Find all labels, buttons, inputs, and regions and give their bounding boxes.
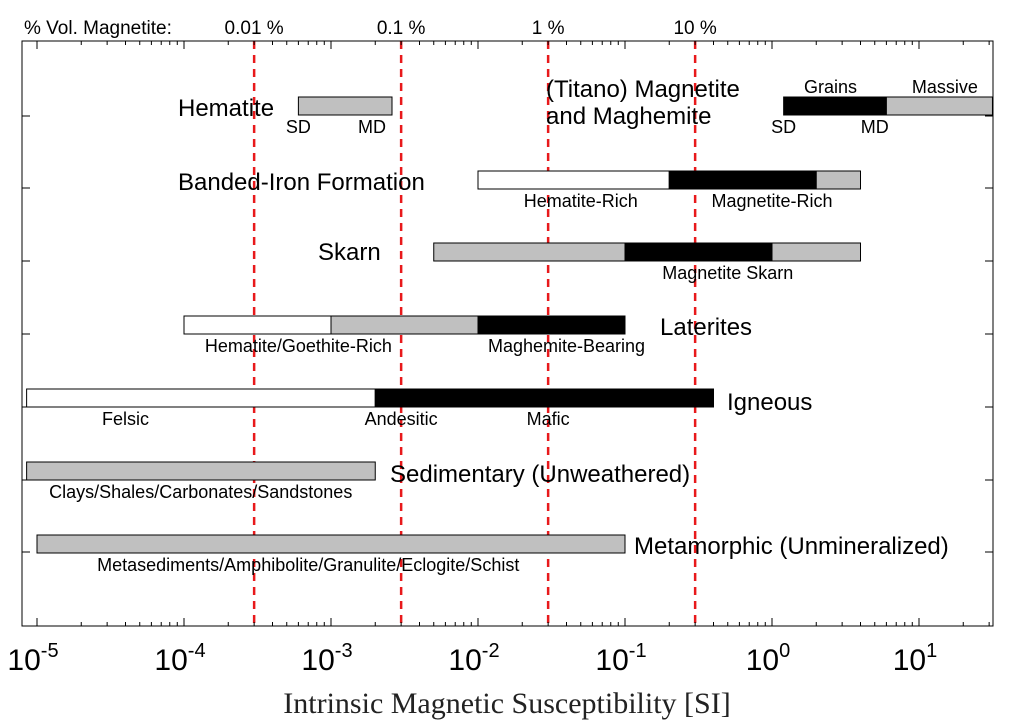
top-tick-label: 1 % (532, 18, 565, 39)
range-bar-segment (36, 534, 626, 554)
x-tick-label: 101 (893, 640, 938, 677)
range-bars (26, 96, 993, 554)
range-bar-segment (477, 170, 670, 190)
x-tick-label: 10-4 (154, 640, 205, 677)
segment-label: Grains (804, 77, 857, 97)
y-ticks (22, 115, 993, 553)
segment-label: Massive (912, 77, 978, 97)
segment-label: Hematite/Goethite-Rich (205, 336, 392, 356)
row-title: (Titano) Magnetite (546, 76, 740, 103)
segment-label: Felsic (102, 409, 149, 429)
range-bar-segment (26, 461, 376, 481)
segment-label: Mafic (527, 409, 570, 429)
range-bar-segment (771, 242, 862, 262)
row-title: Banded-Iron Formation (178, 169, 425, 196)
row-title: Skarn (318, 239, 381, 266)
range-bar-segment (477, 315, 626, 335)
top-tick-label: 0.1 % (377, 18, 426, 39)
x-tick-label: 10-5 (7, 640, 58, 677)
x-axis: 10-5 10-4 10-3 10-2 10-1 100 101 (7, 41, 990, 677)
segment-label: Maghemite-Bearing (488, 336, 645, 356)
segment-label: MD (861, 117, 889, 137)
segment-label: Magnetite-Rich (711, 191, 832, 211)
row-title: and Maghemite (546, 103, 711, 130)
range-bar-segment (624, 242, 773, 262)
top-tick-label: 10 % (673, 18, 716, 39)
top-axis: % Vol. Magnetite: 0.01 % 0.1 % 1 % 10 % (24, 18, 717, 39)
range-bar-segment (668, 170, 817, 190)
range-bar-segment (297, 96, 393, 116)
x-tick-label: 100 (746, 640, 791, 677)
range-bar-segment (783, 96, 887, 116)
range-bar-segment (330, 315, 479, 335)
segment-label: SD (286, 117, 311, 137)
top-tick-label: 0.01 % (225, 18, 284, 39)
range-bar-segment (26, 388, 376, 408)
segment-label: Magnetite Skarn (662, 263, 793, 283)
segment-label: MD (358, 117, 386, 137)
x-tick-label: 10-1 (595, 640, 646, 677)
row-title: Igneous (727, 389, 812, 416)
segment-label: Hematite-Rich (524, 191, 638, 211)
range-bar-segment (433, 242, 626, 262)
range-bar-segment (815, 170, 862, 190)
segment-label: Andesitic (365, 409, 438, 429)
range-bar-segment (183, 315, 332, 335)
segment-label: Clays/Shales/Carbonates/Sandstones (49, 482, 352, 502)
range-bar-segment (885, 96, 993, 116)
segment-label: SD (771, 117, 796, 137)
top-axis-title: % Vol. Magnetite: (24, 18, 172, 39)
segment-label: Metasediments/Amphibolite/Granulite/Eclo… (97, 555, 519, 575)
row-title: Metamorphic (Unmineralized) (634, 533, 949, 560)
row-title: Hematite (178, 95, 274, 122)
row-title: Sedimentary (Unweathered) (390, 461, 690, 488)
range-bar-segment (374, 388, 715, 408)
x-axis-label: Intrinsic Magnetic Susceptibility [SI] (283, 687, 730, 720)
x-tick-label: 10-3 (301, 640, 352, 677)
x-tick-label: 10-2 (448, 640, 499, 677)
row-title: Laterites (660, 314, 752, 341)
